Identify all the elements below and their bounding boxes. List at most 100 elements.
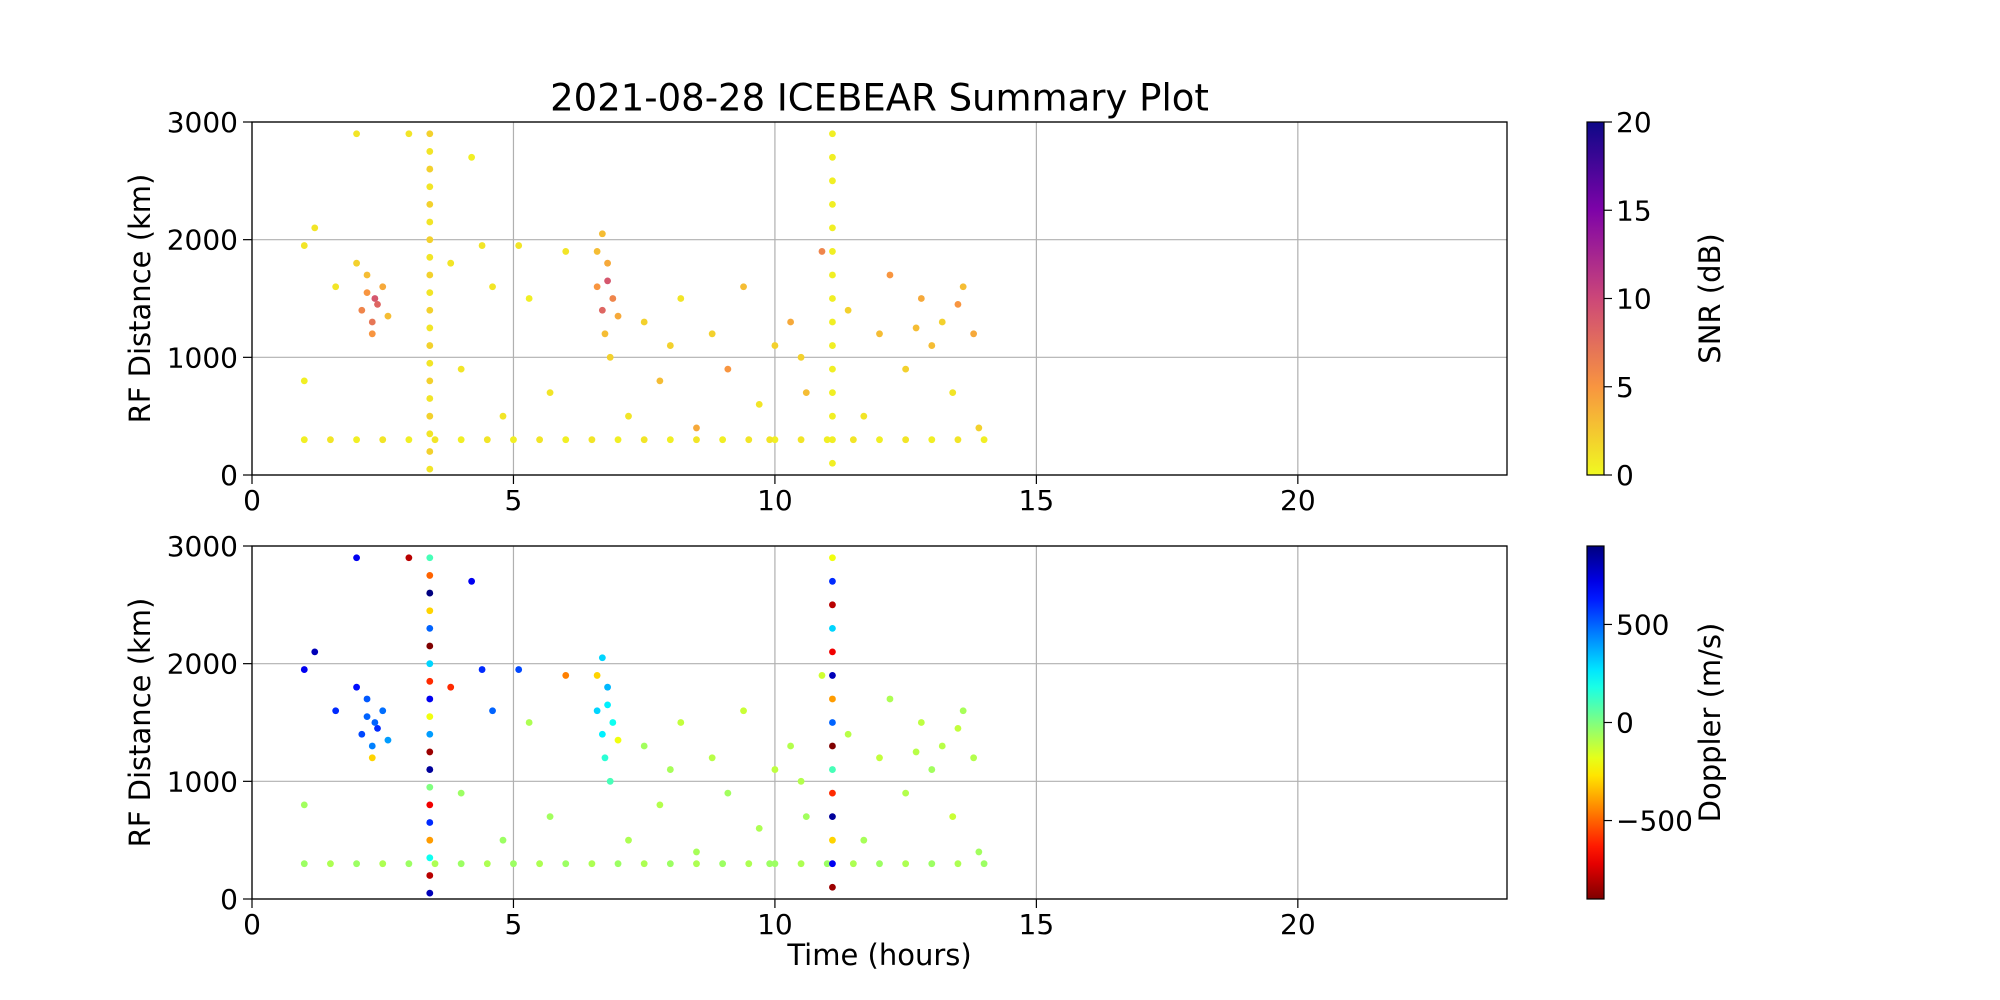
data-point <box>928 860 936 868</box>
colorbar-label: Doppler (m/s) <box>1693 623 1727 823</box>
data-point <box>426 430 434 438</box>
data-point <box>426 889 434 897</box>
data-point <box>829 130 836 138</box>
data-point <box>755 825 763 832</box>
data-point <box>954 436 962 444</box>
colorbar-tick-label: −500 <box>1616 805 1693 838</box>
data-point <box>829 672 836 679</box>
data-point <box>379 707 387 715</box>
data-point <box>797 353 805 361</box>
data-point <box>426 324 434 332</box>
data-point <box>829 577 836 585</box>
y-tick-label: 3000 <box>167 106 238 139</box>
data-point <box>606 777 614 785</box>
data-point <box>593 248 601 255</box>
y-tick-label: 1000 <box>167 765 238 798</box>
data-point <box>829 271 836 279</box>
data-point <box>426 607 434 615</box>
data-point <box>431 436 439 444</box>
data-point <box>426 377 434 385</box>
data-point <box>468 153 476 161</box>
data-point <box>353 554 360 562</box>
data-point <box>384 312 392 320</box>
data-point <box>546 389 554 397</box>
data-point <box>426 801 434 809</box>
x-tick-label: 15 <box>1019 484 1055 517</box>
data-point <box>829 789 836 797</box>
data-point <box>371 719 379 726</box>
data-point <box>604 701 611 709</box>
data-point <box>708 754 716 762</box>
data-point <box>353 130 360 138</box>
data-point <box>693 436 700 444</box>
data-point <box>797 436 805 444</box>
data-point <box>363 289 371 297</box>
data-point <box>525 295 533 302</box>
data-point <box>426 836 434 844</box>
data-point <box>426 854 434 862</box>
data-point <box>300 377 308 385</box>
data-point <box>970 754 978 762</box>
data-point <box>499 836 507 844</box>
data-point <box>426 183 434 191</box>
x-tick-label: 15 <box>1019 908 1055 941</box>
data-point <box>384 736 392 744</box>
data-point <box>928 766 936 773</box>
data-point <box>363 271 371 279</box>
data-point <box>860 412 868 420</box>
data-point <box>693 860 700 868</box>
data-point <box>928 436 936 444</box>
data-point <box>457 436 465 444</box>
data-point <box>902 789 910 797</box>
data-point <box>949 389 957 397</box>
data-point <box>353 436 360 444</box>
data-point <box>426 236 434 244</box>
data-point <box>860 836 868 844</box>
x-tick-label: 20 <box>1280 908 1316 941</box>
data-point <box>593 707 601 715</box>
data-point <box>515 242 523 249</box>
data-point <box>426 642 434 650</box>
data-point <box>353 683 360 691</box>
data-point <box>625 412 632 420</box>
data-point <box>374 724 381 732</box>
data-point <box>829 719 836 726</box>
data-point <box>426 819 434 826</box>
data-point <box>489 707 496 715</box>
x-tick-label: 5 <box>505 484 523 517</box>
data-point <box>677 719 685 726</box>
data-point <box>358 730 366 738</box>
data-point <box>970 330 978 338</box>
data-point <box>588 436 596 444</box>
data-point <box>426 448 434 455</box>
colorbar <box>1586 545 1605 900</box>
data-point <box>363 713 371 721</box>
data-point <box>588 860 596 868</box>
data-point <box>938 318 946 326</box>
data-point <box>300 242 308 249</box>
data-point <box>426 289 434 297</box>
data-point <box>426 306 434 314</box>
data-point <box>614 312 622 320</box>
data-point <box>771 860 779 868</box>
data-point <box>625 836 632 844</box>
data-point <box>426 872 434 879</box>
data-point <box>829 153 836 161</box>
data-point <box>771 342 779 349</box>
data-point <box>802 813 810 821</box>
data-point <box>666 342 674 349</box>
data-point <box>656 377 664 385</box>
data-point <box>598 230 606 238</box>
data-point <box>876 860 883 868</box>
data-point <box>886 695 894 703</box>
data-point <box>499 412 507 420</box>
data-point <box>938 742 946 750</box>
data-point <box>656 801 664 809</box>
data-point <box>483 860 491 868</box>
y-tick-label: 3000 <box>167 530 238 563</box>
data-point <box>755 401 763 408</box>
data-point <box>525 719 533 726</box>
data-point <box>928 342 936 349</box>
data-point <box>363 695 371 703</box>
